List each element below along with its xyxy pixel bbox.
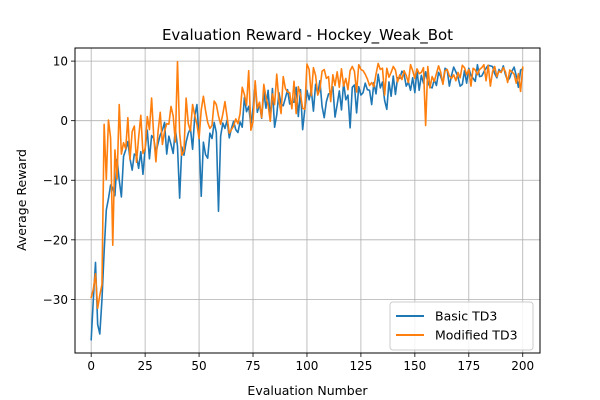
axis-ticks: 0 25 50 75 100 125 150 175 200 −30 −20 −10 0 10 [43,55,535,373]
y-tick-label: 10 [53,55,68,69]
legend: Basic TD3 Modified TD3 [389,301,534,351]
legend-label-basic-td3: Basic TD3 [435,309,497,324]
series-line-basic-td3 [90,63,524,341]
plot-frame [74,47,541,354]
x-tick-label: 100 [296,359,319,373]
x-tick-label: 125 [349,359,372,373]
legend-box [389,301,534,351]
chart-title: Evaluation Reward - Hockey_Weak_Bot [162,26,453,45]
x-tick-label: 150 [403,359,426,373]
legend-label-modified-td3: Modified TD3 [435,328,518,343]
x-axis-label: Evaluation Number [247,383,368,398]
y-tick-label: −30 [43,293,68,307]
y-axis-label: Average Reward [14,149,29,251]
x-tick-label: 50 [191,359,206,373]
y-tick-label: −20 [43,233,68,247]
y-tick-label: 0 [60,114,68,128]
x-tick-label: 75 [245,359,260,373]
x-tick-label: 0 [87,359,95,373]
x-tick-label: 25 [137,359,152,373]
x-tick-label: 200 [511,359,534,373]
series-layer [90,60,524,341]
y-tick-label: −10 [43,174,68,188]
x-tick-label: 175 [457,359,480,373]
series-line-modified-td3 [90,60,524,310]
